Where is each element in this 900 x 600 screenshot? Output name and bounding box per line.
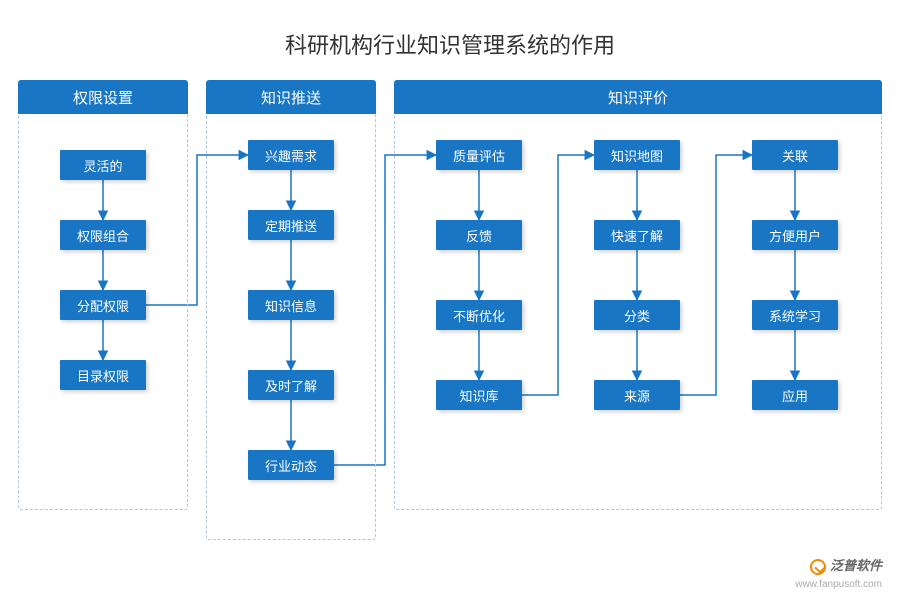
node-n18: 关联 <box>752 140 838 170</box>
node-n20: 系统学习 <box>752 300 838 330</box>
logo-icon <box>810 559 826 575</box>
node-n3: 分配权限 <box>60 290 146 320</box>
panel-header: 知识推送 <box>206 80 376 114</box>
node-n5: 兴趣需求 <box>248 140 334 170</box>
diagram-title: 科研机构行业知识管理系统的作用 <box>0 0 900 60</box>
node-n7: 知识信息 <box>248 290 334 320</box>
node-n14: 知识地图 <box>594 140 680 170</box>
node-n11: 反馈 <box>436 220 522 250</box>
node-n6: 定期推送 <box>248 210 334 240</box>
panel-header: 知识评价 <box>394 80 882 114</box>
node-n9: 行业动态 <box>248 450 334 480</box>
node-n19: 方便用户 <box>752 220 838 250</box>
node-n1: 灵活的 <box>60 150 146 180</box>
node-n13: 知识库 <box>436 380 522 410</box>
watermark: 泛普软件 www.fanpusoft.com <box>795 558 882 592</box>
node-n8: 及时了解 <box>248 370 334 400</box>
node-n4: 目录权限 <box>60 360 146 390</box>
watermark-brand: 泛普软件 <box>830 558 882 573</box>
node-n10: 质量评估 <box>436 140 522 170</box>
node-n21: 应用 <box>752 380 838 410</box>
node-n17: 来源 <box>594 380 680 410</box>
watermark-url: www.fanpusoft.com <box>795 579 882 590</box>
panel-header: 权限设置 <box>18 80 188 114</box>
diagram-canvas: 权限设置知识推送知识评价灵活的权限组合分配权限目录权限 兴趣需求定期推送知识信息及… <box>18 80 882 550</box>
node-n2: 权限组合 <box>60 220 146 250</box>
node-n15: 快速了解 <box>594 220 680 250</box>
node-n16: 分类 <box>594 300 680 330</box>
node-n12: 不断优化 <box>436 300 522 330</box>
